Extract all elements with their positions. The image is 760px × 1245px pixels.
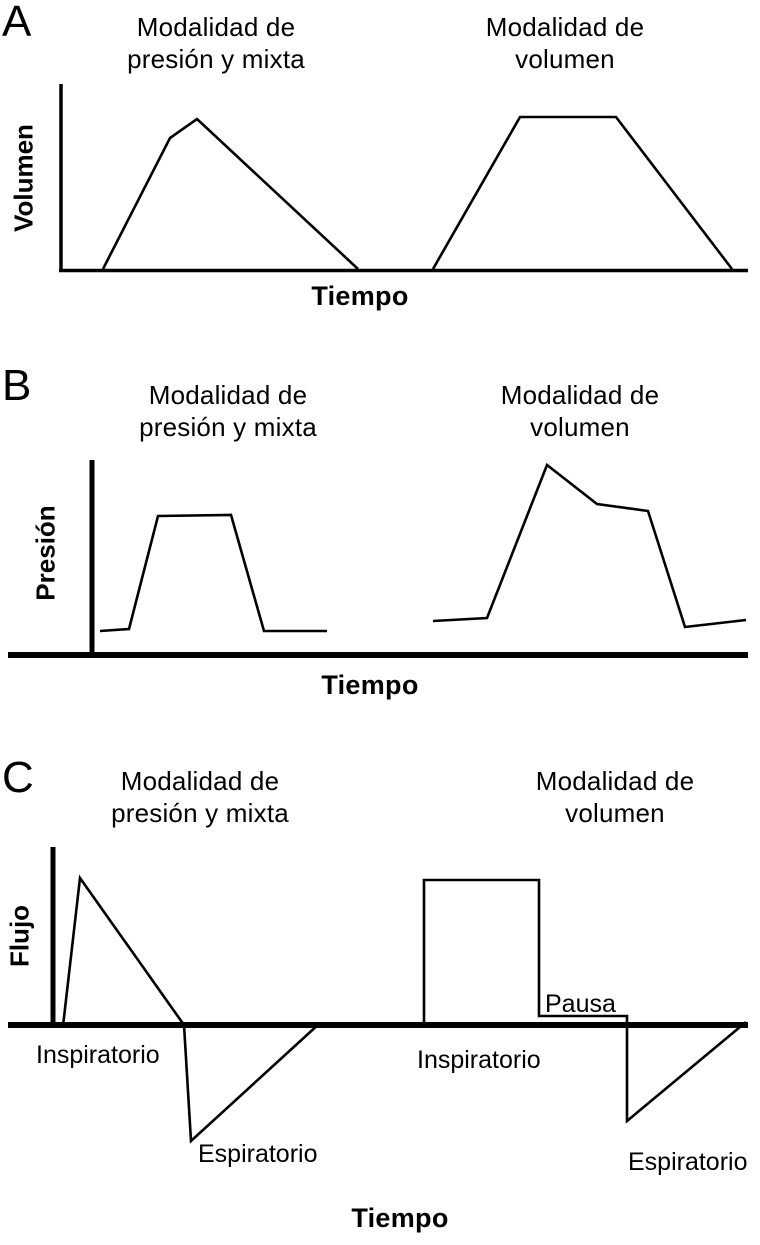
panel-b-letter: B (2, 361, 32, 410)
panel-b-title-right: Modalidad de volumen (500, 380, 660, 442)
annotation-espiratorio-right: Espiratorio (628, 1148, 748, 1176)
flujo-curve-presion-mixta (61, 874, 321, 1144)
panel-a-x-axis-label: Tiempo (311, 281, 409, 311)
panel-a-title-left: Modalidad de presión y mixta (127, 12, 305, 74)
panel-b-x-axis-label: Tiempo (321, 670, 419, 700)
panel-c-title-left: Modalidad de presión y mixta (111, 766, 289, 828)
panel-b-title-left: Modalidad de presión y mixta (139, 380, 317, 442)
panel-c-title-right: Modalidad de volumen (535, 766, 695, 828)
annotation-espiratorio-left: Espiratorio (198, 1140, 318, 1168)
volumen-curve-presion-mixta (101, 117, 359, 270)
panel-a-letter: A (2, 0, 32, 46)
panel-a-title-right: Modalidad de volumen (485, 12, 645, 74)
panel-c-x-axis-label: Tiempo (351, 1203, 449, 1233)
annotation-inspiratorio-right: Inspiratorio (417, 1046, 541, 1074)
panel-a-y-axis-label: Volumen (8, 124, 39, 232)
presion-curve-volumen (432, 462, 747, 629)
flujo-curve-volumen (422, 878, 747, 1124)
annotation-pausa: Pausa (545, 990, 616, 1018)
panel-c-y-axis-label: Flujo (4, 904, 35, 968)
panel-b-y-axis-label: Presión (30, 505, 61, 601)
volumen-curve-volumen (431, 115, 734, 270)
panel-c-letter: C (2, 753, 34, 802)
presion-curve-presion-mixta (99, 513, 327, 633)
annotation-inspiratorio-left: Inspiratorio (36, 1041, 160, 1069)
